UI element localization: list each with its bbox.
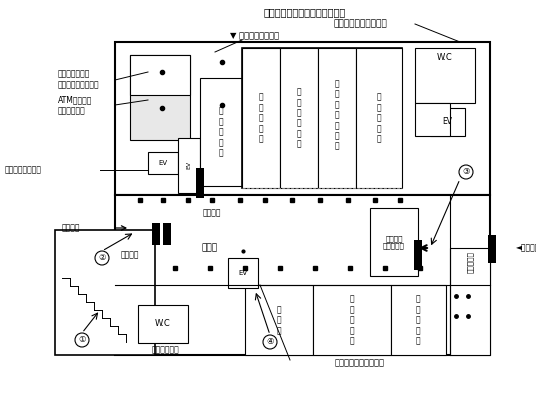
Text: W.C: W.C: [155, 320, 171, 328]
Bar: [356, 48, 402, 188]
Bar: [280, 48, 318, 188]
Bar: [242, 48, 280, 188]
Text: 国
保
年
金
課: 国 保 年 金 課: [349, 295, 354, 345]
Text: 会
計
管
理
者: 会 計 管 理 者: [219, 107, 224, 157]
Bar: [414, 240, 422, 270]
Bar: [415, 103, 450, 136]
Bar: [391, 285, 446, 355]
Bar: [178, 138, 200, 193]
Bar: [130, 55, 190, 140]
Bar: [55, 230, 155, 355]
Text: 介
護
保
険
課: 介 護 保 険 課: [259, 93, 263, 143]
Text: （休日・夜間窓口）: （休日・夜間窓口）: [58, 80, 100, 90]
Bar: [430, 108, 465, 136]
Bar: [115, 195, 490, 355]
Bar: [245, 285, 313, 355]
Text: 守衛・警備員室: 守衛・警備員室: [58, 70, 91, 78]
Bar: [370, 208, 418, 276]
Text: EV: EV: [239, 270, 248, 276]
Text: ①: ①: [78, 336, 86, 344]
Text: EV: EV: [159, 160, 168, 166]
Bar: [228, 258, 258, 288]
Text: ふれあい
ギャラリー: ふれあい ギャラリー: [383, 235, 405, 249]
Text: 正面玄関: 正面玄関: [62, 224, 80, 232]
Text: 地域包括支援センター: 地域包括支援センター: [333, 20, 387, 28]
Bar: [196, 168, 204, 198]
Text: 市民相談室: 市民相談室: [467, 251, 473, 273]
Text: 指定金融機関: 指定金融機関: [58, 106, 86, 116]
Bar: [318, 48, 356, 188]
Text: 障害者就業・生活支援センター: 障害者就業・生活支援センター: [264, 7, 346, 17]
Bar: [138, 305, 188, 343]
Text: 法務局証明書交付窓口: 法務局証明書交付窓口: [335, 358, 385, 368]
Bar: [148, 152, 178, 174]
Bar: [450, 248, 490, 355]
Text: 行政資料コーナー: 行政資料コーナー: [5, 166, 42, 174]
Bar: [200, 78, 242, 186]
Text: ③: ③: [462, 168, 470, 176]
Text: ホール: ホール: [202, 244, 218, 252]
Text: ②: ②: [98, 254, 106, 262]
Bar: [313, 285, 391, 355]
Bar: [115, 42, 490, 195]
Bar: [152, 223, 160, 245]
Text: 総合案内: 総合案内: [203, 208, 221, 218]
Text: EV: EV: [442, 118, 452, 126]
Text: 児
童
家
庭
課: 児 童 家 庭 課: [416, 295, 420, 345]
Text: EV: EV: [187, 161, 191, 169]
Text: 障
が
い
者
支
援
課: 障 が い 者 支 援 課: [334, 79, 339, 151]
Bar: [242, 48, 402, 188]
Bar: [415, 48, 475, 103]
Text: ④: ④: [266, 338, 274, 346]
Text: 喫茶コーナー: 喫茶コーナー: [151, 346, 179, 354]
Text: W.C: W.C: [437, 54, 453, 62]
Bar: [130, 55, 190, 95]
Text: 生
活
支
援
課: 生 活 支 援 課: [377, 93, 381, 143]
Bar: [163, 223, 171, 245]
Text: ▼ 休日・夜間出入口: ▼ 休日・夜間出入口: [230, 32, 280, 40]
Text: 市
民
課: 市 民 課: [277, 305, 281, 335]
Text: ◄東口玄関: ◄東口玄関: [516, 244, 536, 252]
Text: ラウンジ: ラウンジ: [121, 250, 139, 260]
Text: 高
齢
者
支
援
課: 高 齢 者 支 援 課: [297, 88, 301, 148]
Text: ATMコーナー: ATMコーナー: [58, 96, 92, 104]
Bar: [488, 235, 496, 263]
